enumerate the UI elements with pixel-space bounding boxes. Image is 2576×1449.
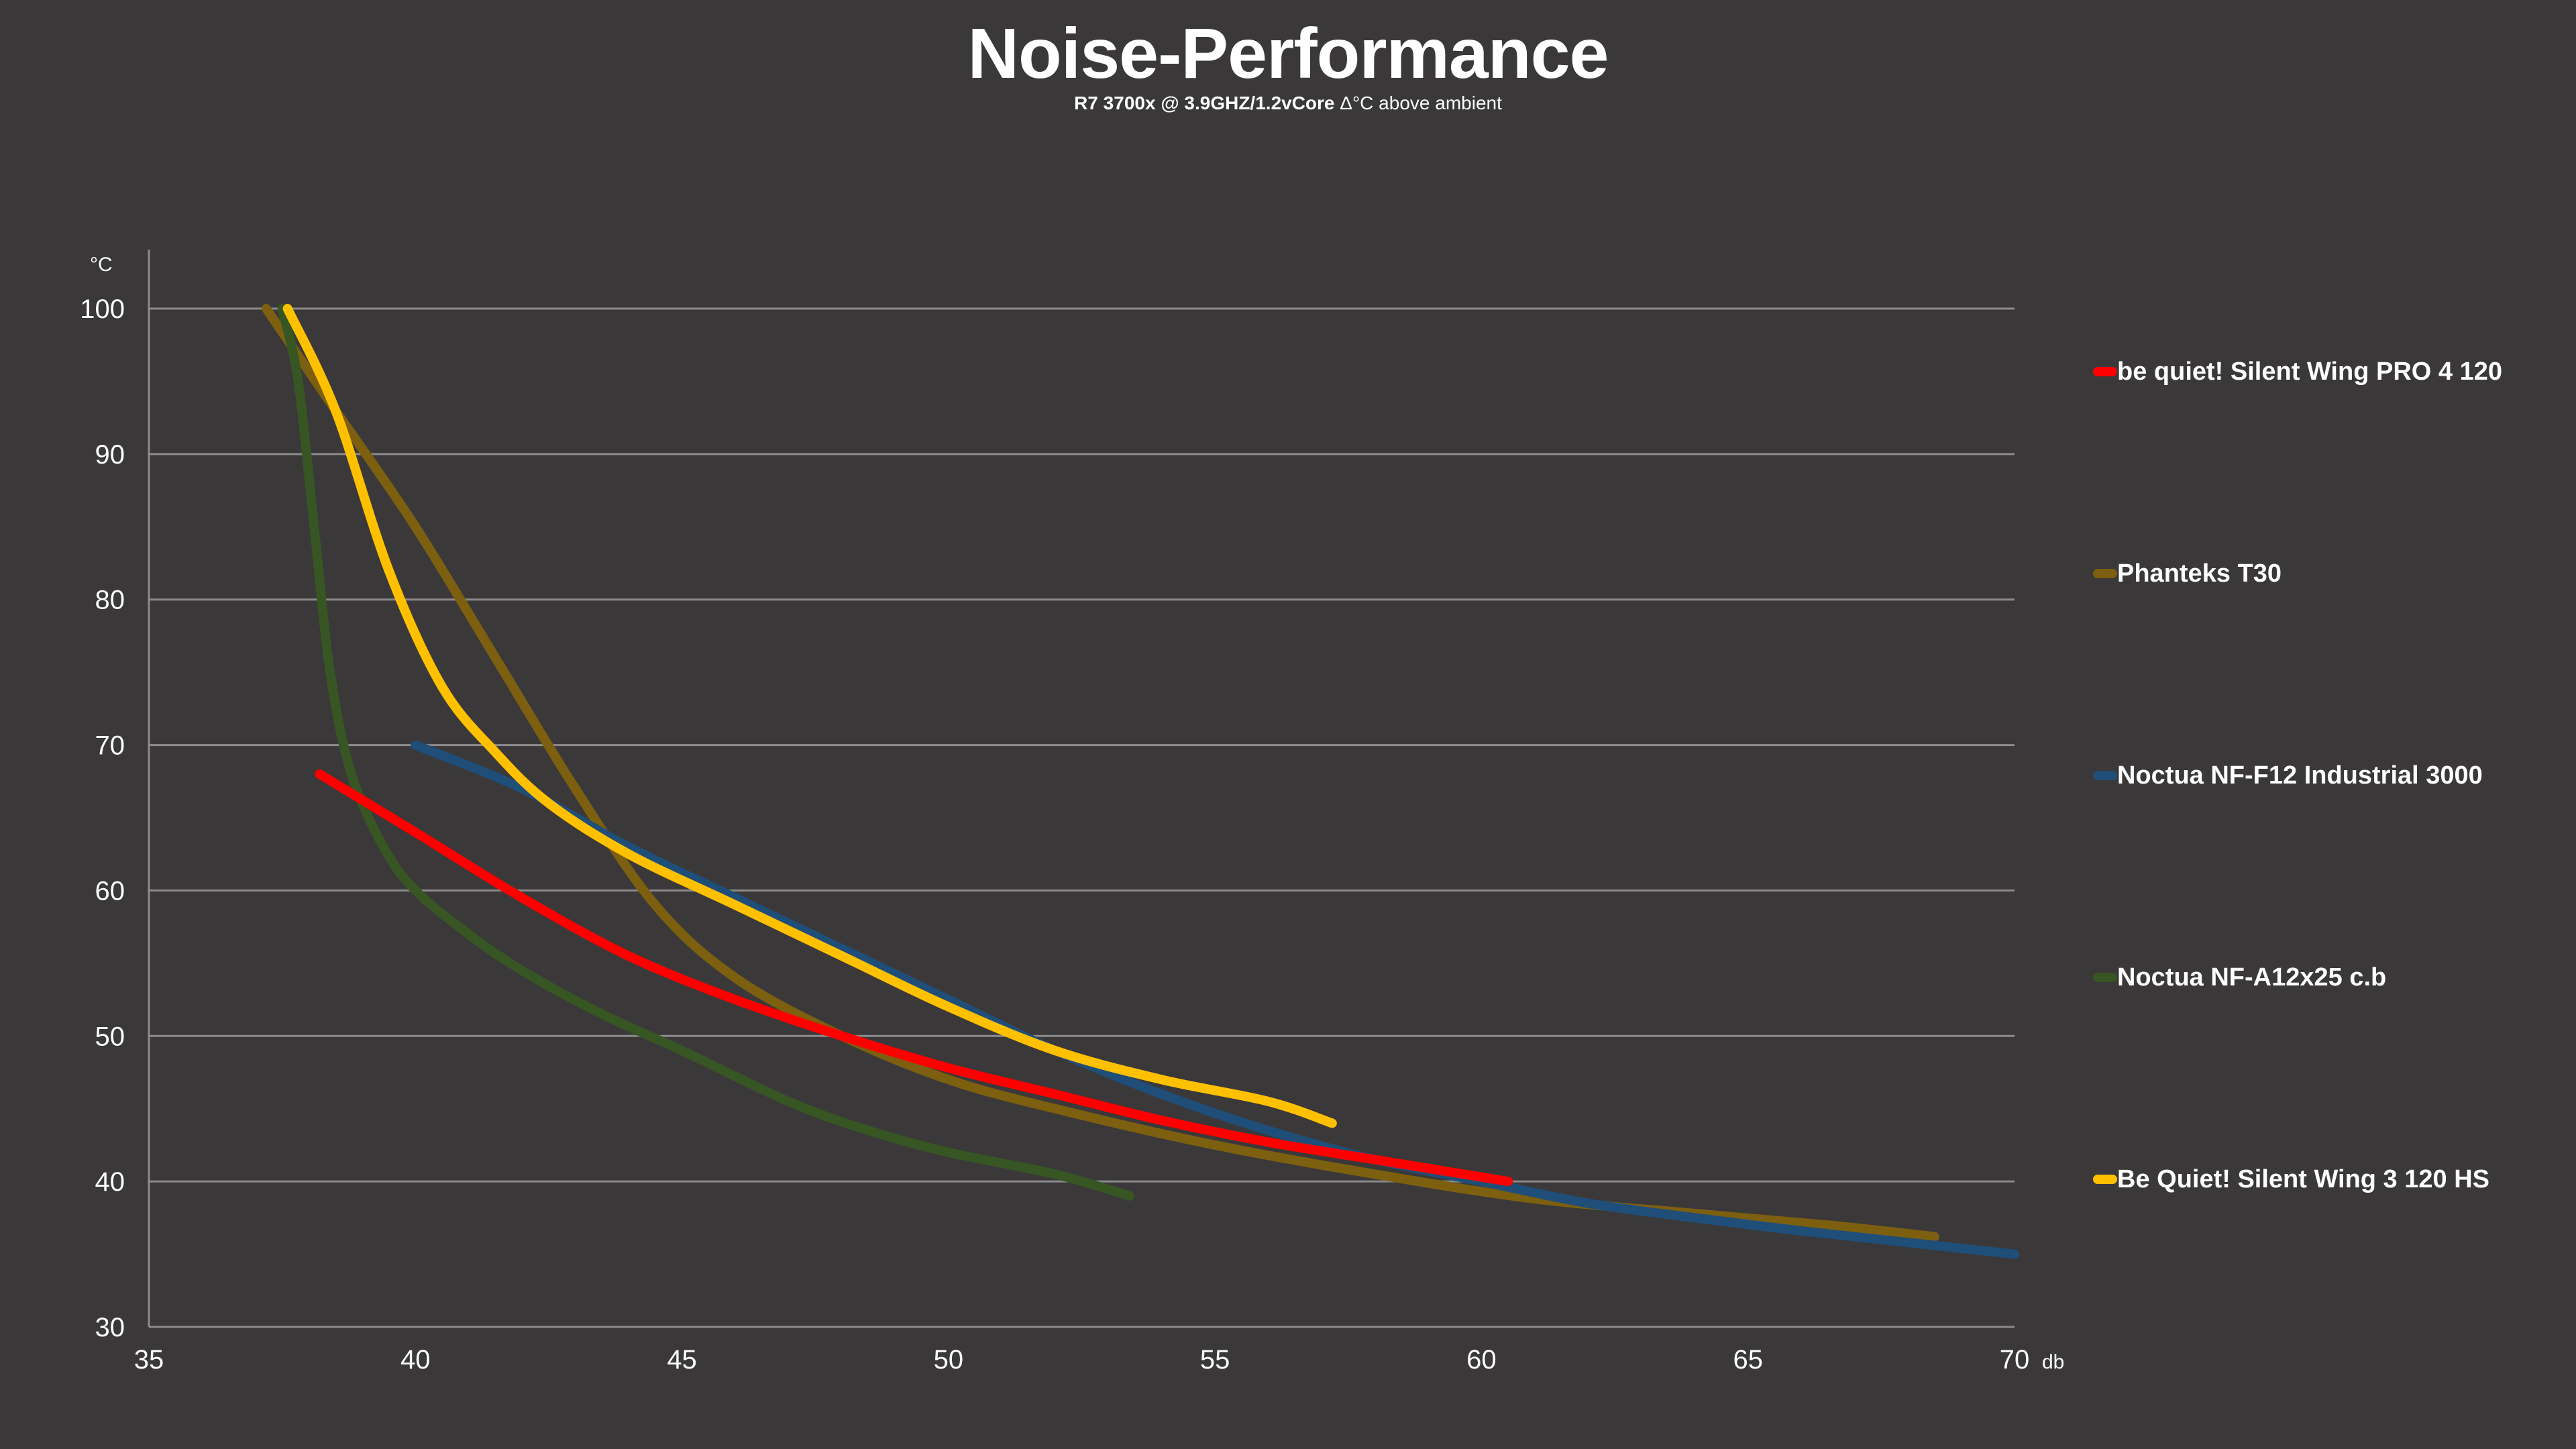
y-tick-label: 80: [95, 586, 125, 615]
x-tick-label: 50: [934, 1345, 964, 1375]
y-tick-label: 40: [95, 1167, 125, 1197]
y-tick-label: 70: [95, 731, 125, 761]
x-tick-label: 60: [1466, 1345, 1497, 1375]
series-line-be-quiet-silent-wing-pro-4-120: [315, 769, 1513, 1187]
axes: [148, 250, 2015, 1328]
legend-swatch: [2093, 569, 2117, 578]
y-tick-label: 100: [80, 294, 125, 324]
y-tick-label: 60: [95, 876, 125, 906]
chart-subtitle-metric: Δ°C above ambient: [1334, 93, 1502, 113]
legend: be quiet! Silent Wing PRO 4 120 Phanteks …: [2093, 0, 2563, 1449]
x-tick-label: 45: [667, 1345, 697, 1375]
legend-swatch: [2093, 771, 2117, 780]
legend-swatch: [2093, 367, 2117, 376]
legend-label: be quiet! Silent Wing PRO 4 120: [2117, 357, 2502, 386]
y-tick-label: 50: [95, 1022, 125, 1051]
legend-label: Noctua NF-A12x25 c.b: [2117, 963, 2387, 991]
x-tick-label: 35: [134, 1345, 164, 1375]
series-lines: [261, 304, 2019, 1259]
series-line-be-quiet-silent-wing-3-120-hs: [282, 304, 1337, 1128]
y-tick-label: 90: [95, 440, 125, 470]
y-tick-label: 30: [95, 1313, 125, 1342]
series-line-noctua-nf-a12x25-c-b: [277, 304, 1134, 1201]
chart-title: Noise-Performance: [967, 14, 1609, 93]
legend-item: Phanteks T30: [2093, 553, 2282, 594]
series-line-noctua-nf-f12-industrial-3000: [411, 740, 2019, 1259]
x-tick-label: 65: [1733, 1345, 1763, 1375]
x-tick-label: 55: [1200, 1345, 1230, 1375]
tick-labels: 30 40 50 60 70 80 90 100 35 40 45 50 55 60 65 70 °C db: [80, 254, 2064, 1375]
legend-label: Be Quiet! Silent Wing 3 120 HS: [2117, 1165, 2489, 1193]
legend-swatch: [2093, 973, 2117, 982]
legend-item: Be Quiet! Silent Wing 3 120 HS: [2093, 1159, 2489, 1199]
legend-item: be quiet! Silent Wing PRO 4 120: [2093, 352, 2502, 392]
legend-label: Phanteks T30: [2117, 559, 2282, 588]
x-axis-unit-label: db: [2042, 1351, 2064, 1373]
legend-label: Noctua NF-F12 Industrial 3000: [2117, 761, 2483, 790]
chart-subtitle-setup: R7 3700x @ 3.9GHZ/1.2vCore: [1074, 93, 1335, 113]
legend-swatch: [2093, 1175, 2117, 1184]
x-tick-label: 40: [400, 1345, 431, 1375]
grid-lines: [149, 307, 2015, 1183]
legend-item: Noctua NF-F12 Industrial 3000: [2093, 755, 2483, 796]
legend-item: Noctua NF-A12x25 c.b: [2093, 957, 2386, 998]
y-axis-unit-label: °C: [90, 254, 113, 276]
chart-subtitle: R7 3700x @ 3.9GHZ/1.2vCore Δ°C above amb…: [0, 93, 2576, 114]
x-tick-label: 70: [2000, 1345, 2030, 1375]
